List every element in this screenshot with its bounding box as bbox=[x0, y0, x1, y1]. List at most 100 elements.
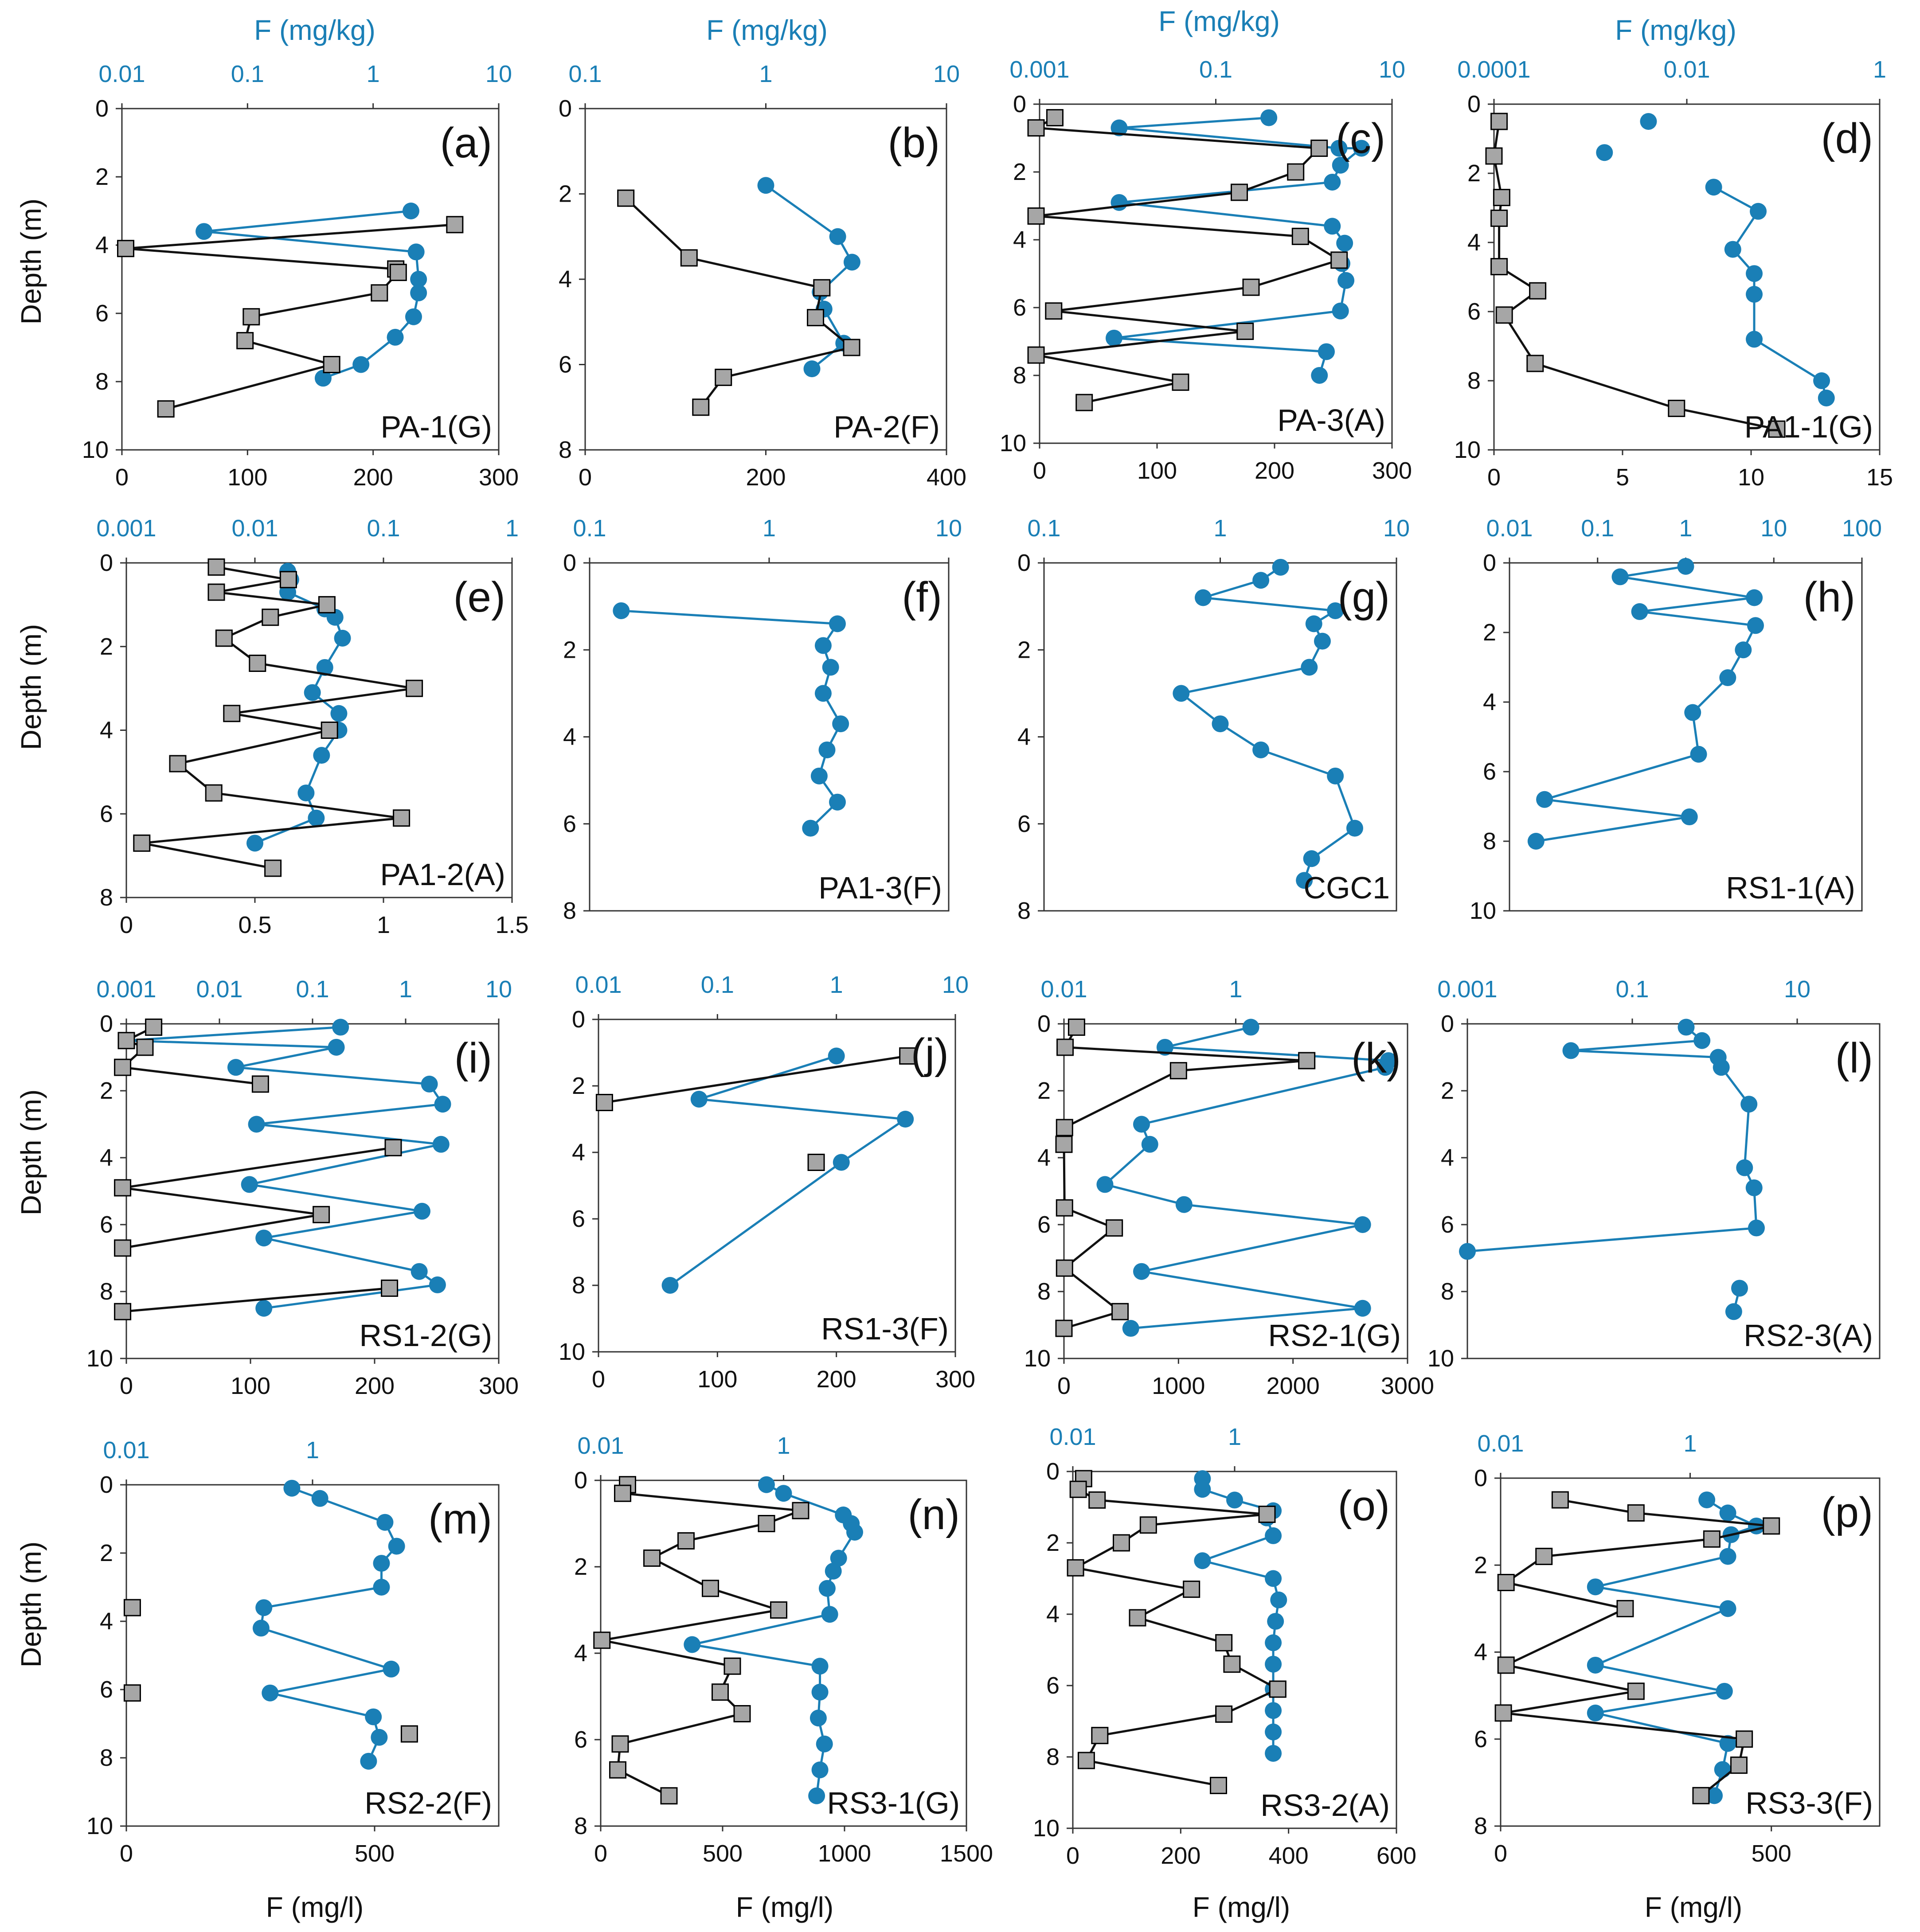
conc-point bbox=[814, 637, 832, 654]
conc-point bbox=[1536, 791, 1553, 808]
y-tick-label: 4 bbox=[1046, 1601, 1060, 1628]
top-tick-label: 0.01 bbox=[231, 515, 278, 542]
conc-point bbox=[1330, 140, 1348, 157]
solid-point bbox=[643, 1550, 661, 1567]
conc-point bbox=[255, 1599, 273, 1616]
top-tick-label: 0.001 bbox=[1437, 976, 1497, 1003]
conc-point bbox=[803, 360, 821, 378]
solid-point bbox=[813, 279, 831, 297]
y-tick-label: 6 bbox=[1013, 294, 1026, 321]
y-tick-label: 10 bbox=[1470, 898, 1496, 924]
y-tick-label: 6 bbox=[1037, 1211, 1051, 1238]
bottom-tick-label: 1.5 bbox=[495, 912, 528, 938]
bottom-tick-label: 1000 bbox=[1152, 1373, 1205, 1399]
conc-point bbox=[1327, 602, 1344, 619]
y-tick-label: 4 bbox=[1017, 724, 1031, 750]
conc-point bbox=[808, 1787, 825, 1804]
y-tick-label: 2 bbox=[100, 1077, 113, 1104]
solid-series-line bbox=[1032, 117, 1342, 404]
y-tick-label: 4 bbox=[1013, 226, 1026, 253]
solid-point bbox=[1056, 1038, 1074, 1056]
solid-point bbox=[1027, 207, 1045, 225]
solid-point bbox=[406, 679, 423, 697]
conc-point bbox=[373, 1579, 390, 1596]
panel-name: RS3-1(G) bbox=[827, 1786, 960, 1820]
conc-point bbox=[1527, 833, 1545, 850]
conc-point bbox=[1746, 589, 1763, 606]
bottom-tick-label: 0.5 bbox=[238, 912, 271, 938]
top-tick-label: 10 bbox=[1379, 56, 1405, 83]
conc-point bbox=[1813, 372, 1830, 389]
top-tick-label: 0.1 bbox=[701, 972, 734, 998]
y-tick-label: 0 bbox=[1046, 1458, 1060, 1485]
y-tick-label: 2 bbox=[1474, 1552, 1487, 1578]
conc-point bbox=[1175, 1196, 1193, 1213]
conc-point bbox=[757, 177, 774, 194]
conc-series-line bbox=[1467, 1026, 1758, 1253]
solid-point bbox=[1215, 1705, 1233, 1723]
top-tick-label: 0.1 bbox=[573, 515, 606, 542]
conc-point bbox=[775, 1485, 792, 1502]
y-tick-label: 6 bbox=[1474, 1726, 1487, 1752]
solid-point bbox=[1111, 1303, 1129, 1320]
top-axis-title-b: F (mg/kg) bbox=[706, 14, 828, 46]
conc-series-line bbox=[1178, 566, 1356, 881]
y-tick-label: 0 bbox=[1441, 1011, 1454, 1037]
conc-point bbox=[1303, 850, 1320, 867]
panel-name: RS2-1(G) bbox=[1268, 1318, 1401, 1353]
conc-point bbox=[1459, 1243, 1476, 1260]
top-axis-title-d: F (mg/kg) bbox=[1615, 14, 1736, 46]
solid-point bbox=[1668, 399, 1685, 417]
bottom-axis-title-o: F (mg/l) bbox=[1193, 1891, 1290, 1923]
y-tick-label: 8 bbox=[563, 898, 576, 924]
conc-point bbox=[1337, 272, 1355, 289]
y-tick-label: 6 bbox=[1483, 758, 1496, 785]
conc-point bbox=[1735, 641, 1752, 659]
conc-point bbox=[1353, 140, 1370, 157]
y-tick-label: 10 bbox=[559, 1339, 585, 1365]
panel-name: PA-1(G) bbox=[381, 410, 493, 444]
svg-text:Depth (m): Depth (m) bbox=[15, 199, 47, 325]
solid-series-line bbox=[625, 197, 854, 408]
solid-point bbox=[114, 1058, 132, 1076]
panel-letter: (h) bbox=[1803, 574, 1855, 621]
y-tick-label: 6 bbox=[1441, 1211, 1454, 1238]
solid-point bbox=[677, 1532, 695, 1550]
solid-point bbox=[313, 1206, 330, 1223]
bottom-tick-label: 400 bbox=[927, 464, 966, 491]
solid-point bbox=[1056, 1119, 1073, 1136]
y-tick-label: 10 bbox=[86, 1345, 113, 1372]
conc-point bbox=[1740, 1096, 1758, 1113]
conc-point bbox=[432, 1136, 450, 1153]
conc-point bbox=[1562, 1042, 1580, 1059]
svg-text:Depth (m): Depth (m) bbox=[15, 1542, 47, 1668]
solid-point bbox=[1490, 258, 1508, 276]
conc-point bbox=[410, 284, 427, 301]
solid-point bbox=[593, 1631, 611, 1649]
y-tick-label: 8 bbox=[1474, 1813, 1487, 1839]
conc-point bbox=[1105, 329, 1122, 347]
solid-point bbox=[1287, 163, 1305, 181]
solid-point bbox=[1055, 1136, 1073, 1153]
solid-point bbox=[1298, 1052, 1316, 1069]
top-tick-label: 1 bbox=[505, 515, 519, 542]
bottom-axis-title-m: F (mg/l) bbox=[266, 1891, 364, 1923]
conc-point bbox=[1719, 1504, 1736, 1522]
solid-point bbox=[1231, 183, 1248, 201]
y-tick-label: 6 bbox=[572, 1206, 585, 1232]
solid-point bbox=[136, 1038, 154, 1056]
conc-point bbox=[1318, 343, 1335, 360]
panel-name: RS3-2(A) bbox=[1260, 1788, 1390, 1823]
bottom-tick-label: 500 bbox=[703, 1840, 743, 1867]
solid-point bbox=[770, 1601, 787, 1619]
y-tick-label: 8 bbox=[1441, 1278, 1454, 1305]
y-tick-label: 2 bbox=[1013, 159, 1026, 185]
top-tick-label: 1 bbox=[1228, 1424, 1241, 1450]
solid-point bbox=[133, 834, 151, 852]
conc-point bbox=[1681, 808, 1698, 826]
panel-letter: (n) bbox=[908, 1491, 960, 1538]
top-tick-label: 10 bbox=[935, 515, 962, 542]
panel-g: 0 2 4 6 8 0.1 1 10 (g) CGC1 bbox=[1017, 515, 1410, 924]
y-tick-label: 0 bbox=[1017, 550, 1031, 576]
